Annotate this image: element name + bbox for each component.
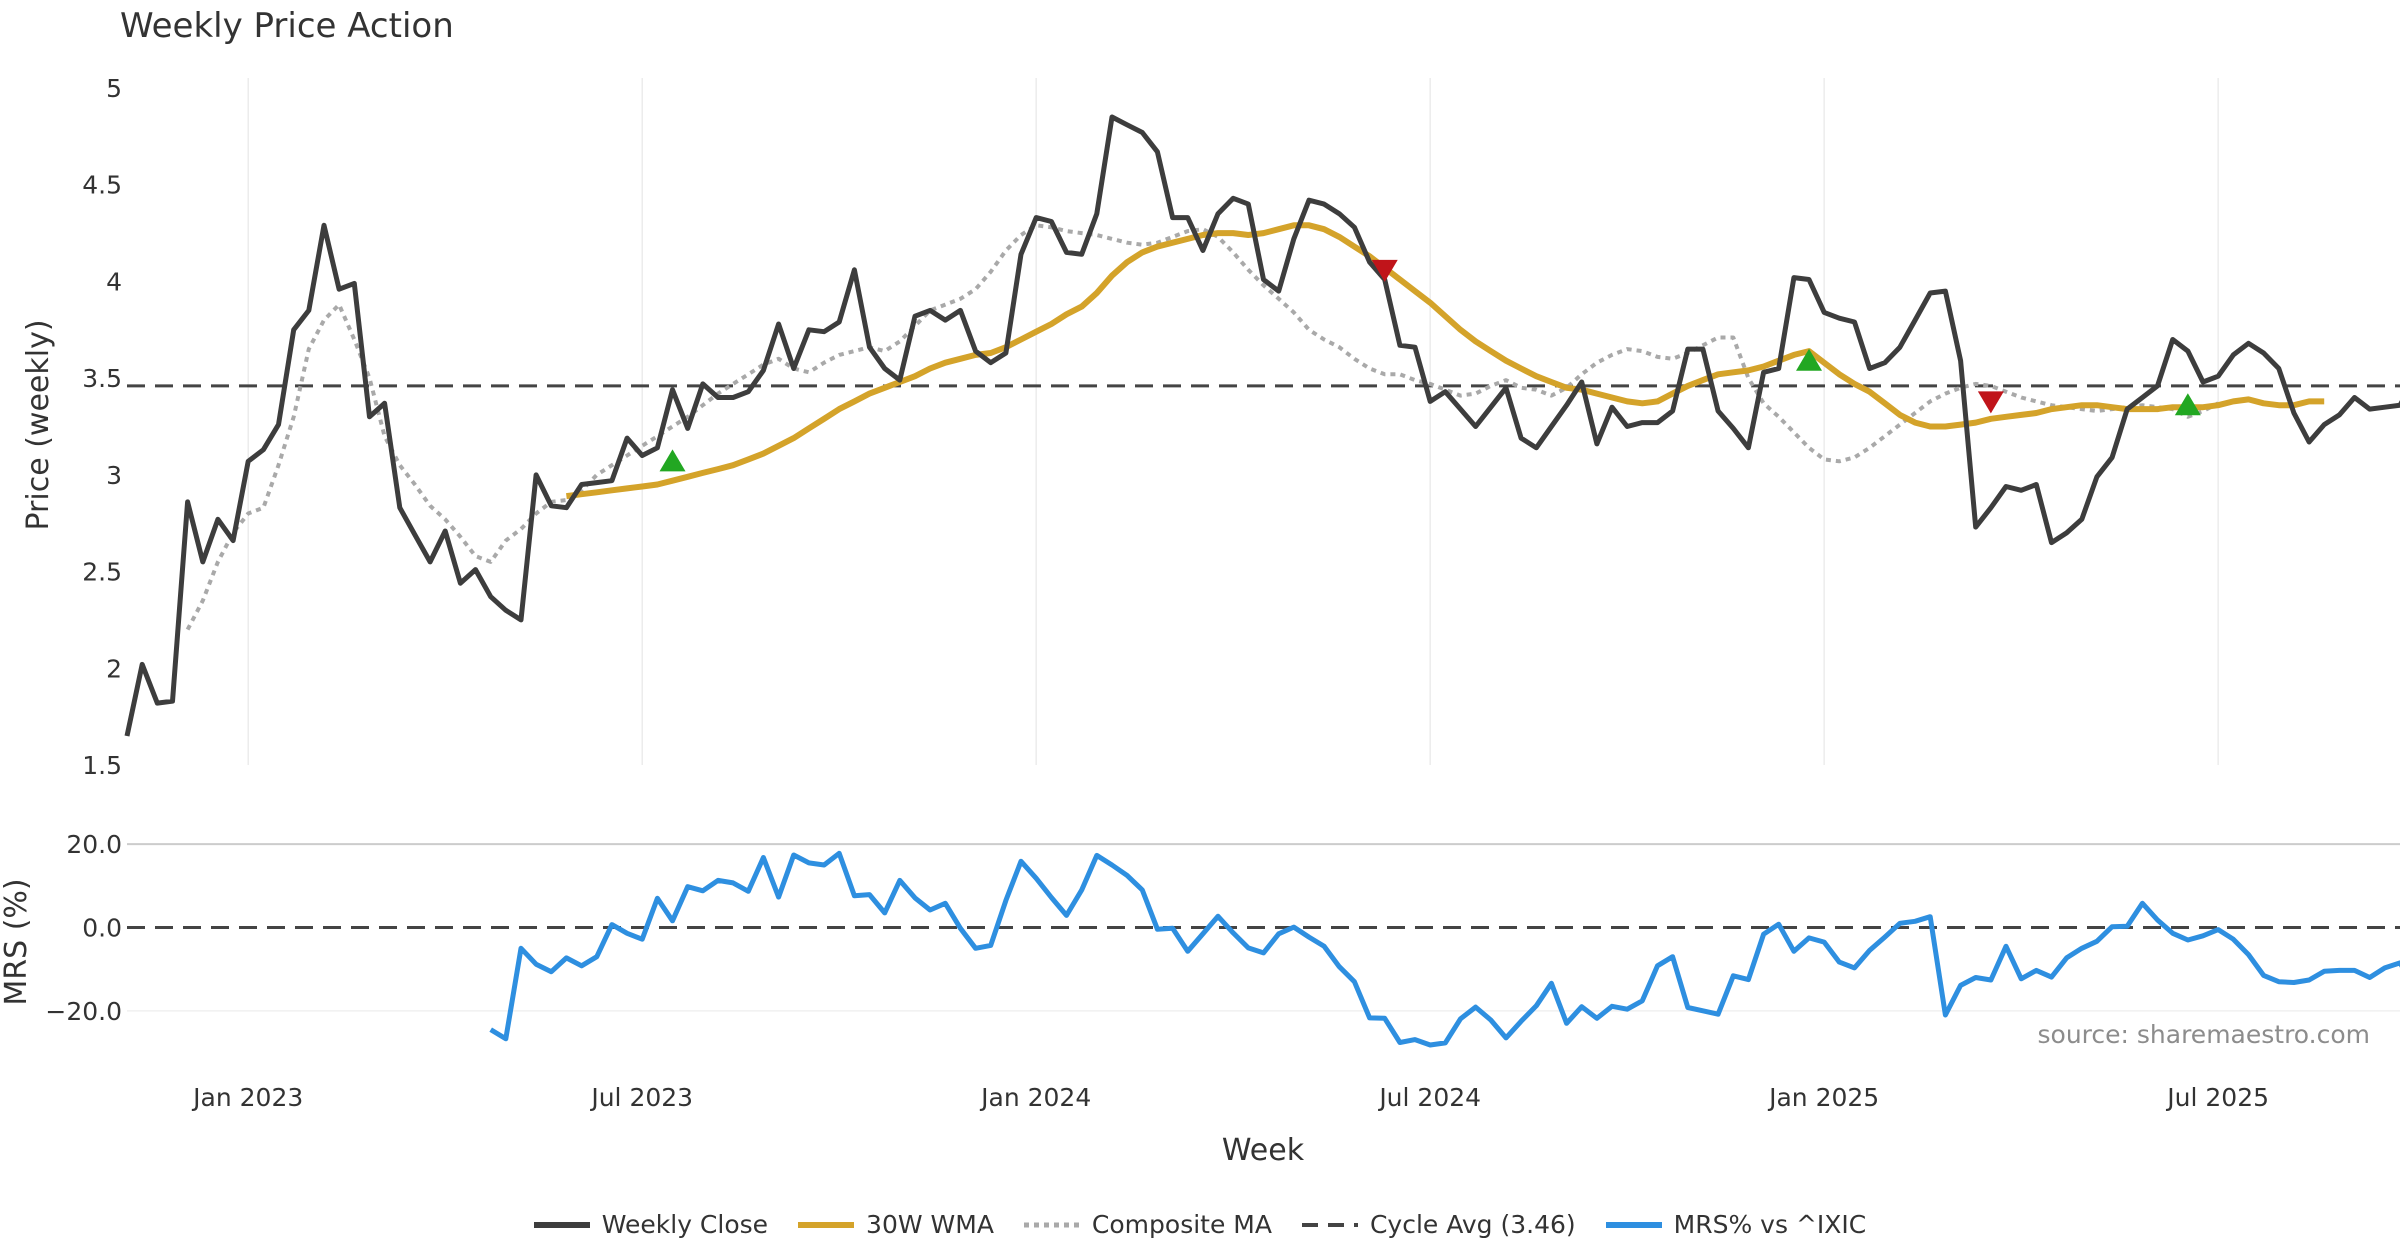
series-layer bbox=[124, 114, 2400, 1048]
mrs-y-tick-label: 20.0 bbox=[66, 830, 122, 859]
legend-swatch-weekly-close bbox=[533, 1221, 590, 1228]
source-note: source: sharemaestro.com bbox=[2037, 1020, 2371, 1049]
legend-swatch-mrs bbox=[1605, 1221, 1662, 1228]
legend-item-weekly-close: Weekly Close bbox=[533, 1210, 769, 1239]
chart-title: Weekly Price Action bbox=[120, 6, 454, 46]
legend-swatch-composite-ma bbox=[1023, 1222, 1080, 1227]
price-y-tick-label: 4.5 bbox=[82, 171, 122, 200]
mrs-y-axis-label: MRS (%) bbox=[0, 878, 34, 1005]
legend-label-30w-wma: 30W WMA bbox=[866, 1210, 994, 1239]
wma-30w-line bbox=[566, 222, 2325, 500]
legend-swatch-cycle-avg bbox=[1301, 1222, 1358, 1227]
price-y-tick-label: 2.5 bbox=[82, 558, 122, 587]
price-y-tick-label: 5 bbox=[106, 74, 122, 103]
sell-signal-marker bbox=[1371, 259, 1398, 282]
x-tick-label: Jul 2023 bbox=[589, 1083, 693, 1112]
mrs-y-tick-label: −20.0 bbox=[45, 997, 122, 1026]
legend-item-mrs: MRS% vs ^IXIC bbox=[1605, 1210, 1867, 1239]
legend-label-cycle-avg: Cycle Avg (3.46) bbox=[1369, 1210, 1576, 1239]
buy-signal-marker bbox=[659, 449, 686, 472]
legend-swatch-30w-wma bbox=[798, 1221, 855, 1228]
x-axis-label: Week bbox=[1222, 1133, 1305, 1168]
buy-signal-marker bbox=[1796, 348, 1823, 371]
legend-item-composite-ma: Composite MA bbox=[1023, 1210, 1272, 1239]
axes-layer: Jan 2023 Jul 2023 Jan 2024 Jul 2024 Jan 2025… bbox=[45, 74, 2269, 1112]
grid-layer bbox=[127, 78, 2400, 1012]
sell-signal-marker bbox=[1977, 391, 2004, 414]
legend-label-mrs: MRS% vs ^IXIC bbox=[1673, 1210, 1867, 1239]
legend-label-weekly-close: Weekly Close bbox=[601, 1210, 769, 1239]
price-y-tick-label: 1.5 bbox=[82, 751, 122, 780]
price-y-axis-label: Price (weekly) bbox=[21, 319, 56, 530]
weekly-close-line bbox=[124, 114, 2400, 737]
price-y-tick-label: 2 bbox=[106, 654, 122, 683]
signal-markers bbox=[659, 259, 2201, 472]
price-y-tick-label: 3.5 bbox=[82, 364, 122, 393]
mrs-y-tick-label: 0.0 bbox=[82, 914, 122, 943]
buy-signal-marker bbox=[2174, 393, 2201, 416]
x-tick-label: Jul 2025 bbox=[2165, 1083, 2269, 1112]
x-tick-label: Jan 2023 bbox=[191, 1083, 303, 1112]
legend: Weekly Close 30W WMA Composite MA Cycle … bbox=[0, 1210, 2400, 1239]
legend-label-composite-ma: Composite MA bbox=[1091, 1210, 1272, 1239]
price-y-tick-label: 4 bbox=[106, 267, 122, 296]
x-tick-label: Jul 2024 bbox=[1377, 1083, 1481, 1112]
x-tick-label: Jan 2024 bbox=[979, 1083, 1091, 1112]
x-tick-label: Jan 2025 bbox=[1767, 1083, 1879, 1112]
legend-item-cycle-avg: Cycle Avg (3.46) bbox=[1301, 1210, 1576, 1239]
legend-item-30w-wma: 30W WMA bbox=[798, 1210, 994, 1239]
mrs-line bbox=[489, 850, 2400, 1048]
composite-ma-line bbox=[185, 223, 2220, 631]
price-y-tick-label: 3 bbox=[106, 461, 122, 490]
